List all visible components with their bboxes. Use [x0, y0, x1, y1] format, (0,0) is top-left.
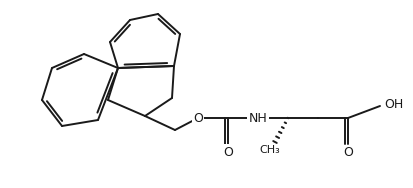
Text: O: O	[342, 146, 352, 158]
Text: O: O	[192, 111, 202, 124]
Text: NH: NH	[248, 111, 267, 124]
Text: CH₃: CH₃	[259, 145, 280, 155]
Text: OH: OH	[383, 98, 402, 111]
Text: O: O	[223, 146, 233, 158]
